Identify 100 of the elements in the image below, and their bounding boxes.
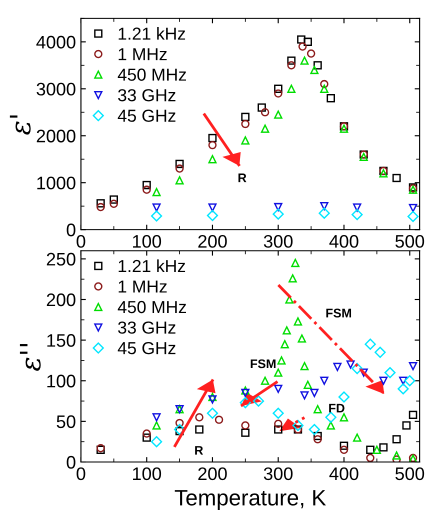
point [208, 155, 217, 164]
y-tick-label: 200 [46, 293, 76, 306]
point [340, 446, 348, 454]
point [402, 421, 411, 430]
point [340, 413, 348, 422]
point [195, 425, 204, 434]
point [274, 425, 282, 434]
y-tick-label: 100 [47, 374, 76, 388]
annotation: FD [329, 404, 344, 412]
x-tick-label: 400 [329, 467, 358, 480]
point [277, 356, 286, 365]
point [208, 203, 217, 212]
point [300, 391, 309, 400]
point [304, 38, 312, 46]
point [310, 388, 319, 398]
point [175, 418, 184, 428]
point [314, 432, 322, 440]
point [96, 199, 105, 208]
point [274, 384, 282, 394]
point [352, 203, 362, 212]
legend-label: 1.21 kHz [118, 27, 186, 40]
point [314, 435, 322, 444]
y-tick-label: 250 [46, 252, 76, 266]
point [288, 274, 297, 283]
point [304, 380, 312, 389]
point [340, 124, 348, 133]
point [292, 420, 304, 432]
point [404, 375, 416, 386]
point [360, 152, 368, 162]
point [306, 49, 316, 58]
point [208, 395, 217, 404]
point [214, 416, 224, 424]
point [372, 446, 382, 454]
point [206, 408, 218, 419]
point [314, 405, 322, 414]
point [206, 210, 218, 222]
point [274, 110, 282, 119]
point [352, 362, 363, 374]
point [320, 376, 328, 385]
point [272, 208, 284, 220]
point [300, 362, 309, 370]
point [241, 112, 250, 122]
legend-label: 450 MHz [118, 300, 186, 314]
legend-label: 33 GHz [118, 321, 176, 334]
point [392, 451, 401, 460]
point [320, 80, 328, 88]
legend-label: 45 GHz [118, 110, 176, 122]
point [152, 188, 161, 196]
point [260, 376, 270, 385]
x-tick-label: 100 [133, 467, 162, 480]
point [366, 454, 374, 462]
point [258, 103, 266, 112]
point [360, 368, 368, 377]
annotation: R [195, 446, 204, 455]
x-axis-title: Temperature, K [174, 490, 326, 510]
point [407, 210, 419, 222]
point [241, 428, 250, 437]
point [300, 56, 309, 65]
point [287, 56, 296, 65]
y-tick-label: 1000 [37, 176, 76, 190]
y-tick-label: 3000 [36, 82, 76, 96]
point [338, 391, 350, 403]
legend-label: 1 MHz [118, 280, 167, 293]
point [241, 386, 250, 395]
point [274, 420, 282, 428]
point [384, 367, 396, 378]
y-axis-title: ε'' [20, 344, 41, 371]
x-tick-label: 400 [329, 234, 358, 248]
point [142, 429, 151, 438]
point [142, 180, 151, 190]
point [325, 412, 336, 423]
point [408, 410, 418, 420]
legend-label: 33 GHz [118, 89, 176, 102]
point [310, 66, 319, 74]
y-tick-label: 50 [56, 415, 76, 428]
x-tick-label: 200 [198, 234, 227, 248]
legend-label: 1.21 kHz [118, 259, 186, 272]
point [333, 362, 342, 372]
x-tick-label: 200 [198, 467, 227, 480]
point [252, 395, 264, 407]
point [152, 203, 161, 212]
point [352, 433, 362, 442]
point [274, 89, 282, 98]
annotation: FSM [250, 359, 276, 368]
point [150, 436, 162, 448]
point [287, 61, 296, 70]
point [260, 108, 270, 116]
point [285, 295, 294, 304]
x-tick-label: 0 [76, 467, 86, 480]
point [318, 208, 330, 219]
point [240, 397, 251, 408]
point [274, 202, 282, 212]
point [110, 195, 118, 204]
point [398, 383, 409, 394]
point [408, 204, 418, 212]
point [320, 84, 328, 93]
point [142, 433, 151, 442]
point [314, 61, 322, 70]
point [241, 421, 250, 430]
point [208, 392, 217, 402]
